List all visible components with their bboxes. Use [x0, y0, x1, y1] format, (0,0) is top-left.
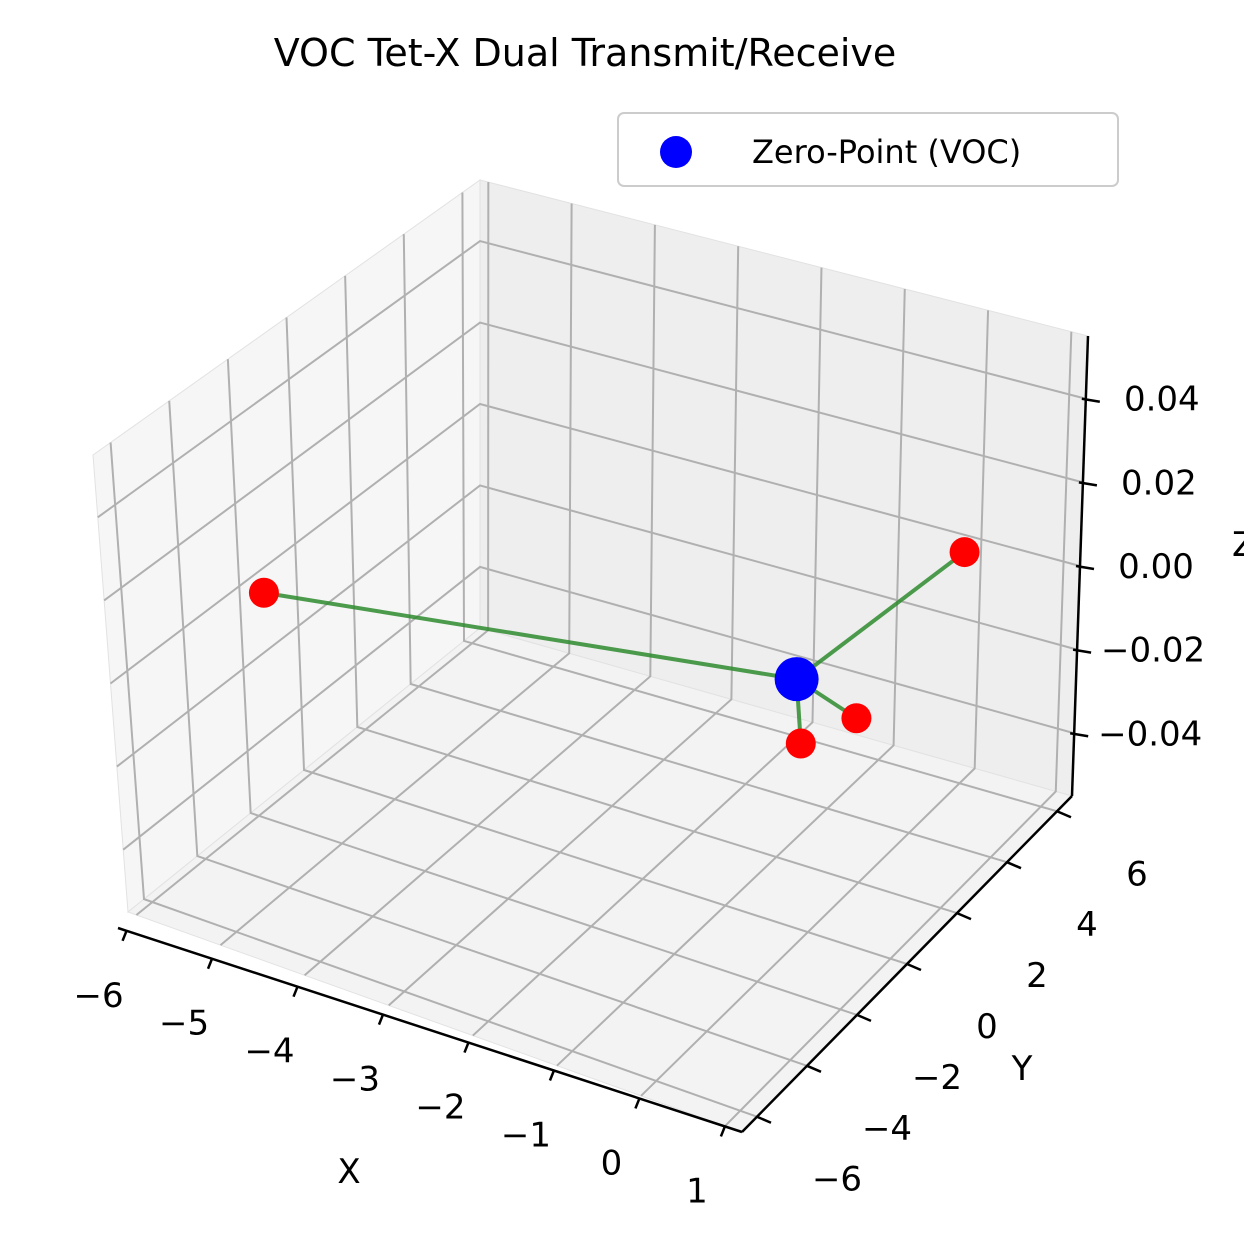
z-axis-label: Z [1232, 525, 1244, 565]
y-tick-mark [856, 1013, 872, 1023]
grid-line-z-2 [109, 402, 1081, 685]
z-tick-mark [1078, 481, 1098, 487]
grid-line-x-7 [724, 331, 1073, 1127]
chart-title: VOC Tet-X Dual Transmit/Receive [274, 31, 897, 75]
grid-line-z-4 [97, 240, 1087, 519]
connector-line-1 [795, 550, 966, 681]
y-tick-mark [1056, 810, 1072, 819]
legend-label-zero-point: Zero-Point (VOC) [752, 133, 1021, 171]
x-axis-label: X [337, 1152, 360, 1192]
z-tick-mark [1072, 648, 1092, 654]
y-tick-label: −6 [812, 1160, 862, 1200]
grid-line-x-6 [640, 310, 990, 1097]
z-tick-label: 0.04 [1124, 380, 1200, 420]
x-tick-label: −6 [73, 976, 123, 1016]
x-tick-label: −2 [415, 1088, 465, 1128]
legend-marker-zero-point [660, 136, 692, 168]
x-tick-label: 1 [686, 1171, 708, 1211]
x-tick-mark [719, 1125, 727, 1137]
y-tick-mark [756, 1115, 772, 1124]
z-tick-label: 0.00 [1118, 547, 1194, 587]
axes: −6−5−4−3−2−101 −6−4−20246−0.04−0.020.000.… [73, 335, 1205, 1211]
y-tick-label: 2 [1026, 956, 1048, 996]
x-tick-mark [292, 986, 299, 998]
vertex-point-0 [248, 577, 279, 608]
legend-box [617, 112, 1119, 187]
z-tick-mark [1069, 732, 1089, 738]
x-tick-mark [634, 1098, 641, 1109]
y-tick-mark [906, 962, 922, 972]
grid-line-y-2 [226, 359, 858, 1016]
grid-line-y-5 [402, 234, 1008, 864]
series [248, 537, 980, 759]
legend: Zero-Point (VOC) [617, 112, 1119, 187]
y-tick-label: 4 [1076, 905, 1098, 945]
z-tick-label: 0.02 [1121, 463, 1197, 503]
y-tick-label: −4 [862, 1109, 912, 1149]
grid-line-y-1 [168, 400, 808, 1067]
x-tick-mark [463, 1042, 470, 1054]
vertex-point-3 [785, 728, 816, 759]
grid-line-x-2 [303, 224, 656, 977]
grid-line-y-4 [344, 275, 958, 915]
x-tick-label: 0 [601, 1143, 623, 1183]
x-tick-mark [121, 930, 128, 942]
vertex-point-1 [949, 537, 980, 568]
connector-line-0 [263, 590, 797, 682]
y-tick-mark [1006, 861, 1022, 870]
y-axis-label: Y [1011, 1049, 1033, 1089]
y-tick-label: 6 [1126, 854, 1148, 894]
x-tick-label: −5 [159, 1004, 209, 1044]
grid-lines [97, 182, 1087, 1127]
y-tick-label: −2 [912, 1058, 962, 1098]
z-tick-mark [1075, 564, 1095, 571]
y-tick-mark [956, 911, 972, 921]
grid-line-z-0 [122, 565, 1075, 851]
z-tick-mark [1081, 397, 1101, 403]
grid-line-x-1 [219, 203, 573, 946]
x-axis-line [117, 926, 743, 1134]
x-tick-mark [377, 1014, 385, 1026]
grid-line-z-3 [103, 321, 1084, 602]
x-tick-mark [206, 958, 214, 970]
grid-line-y-0 [109, 442, 758, 1118]
z-tick-label: −0.02 [1101, 631, 1205, 671]
zero-point-marker [774, 657, 819, 702]
x-tick-label: −1 [501, 1116, 551, 1156]
z-tick-label: −0.04 [1098, 714, 1202, 754]
grid-line-x-5 [556, 288, 906, 1067]
grid-line-y-6 [461, 192, 1058, 813]
grid-line-z-1 [116, 484, 1078, 768]
grid-line-x-4 [472, 267, 823, 1037]
vertex-point-2 [841, 703, 872, 734]
y-tick-label: 0 [976, 1007, 998, 1047]
grid-line-y-3 [285, 317, 908, 965]
x-tick-label: −4 [244, 1032, 294, 1072]
y-tick-mark [806, 1064, 822, 1073]
x-tick-mark [548, 1070, 556, 1081]
x-tick-label: −3 [330, 1060, 380, 1100]
grid-line-x-3 [388, 246, 740, 1007]
